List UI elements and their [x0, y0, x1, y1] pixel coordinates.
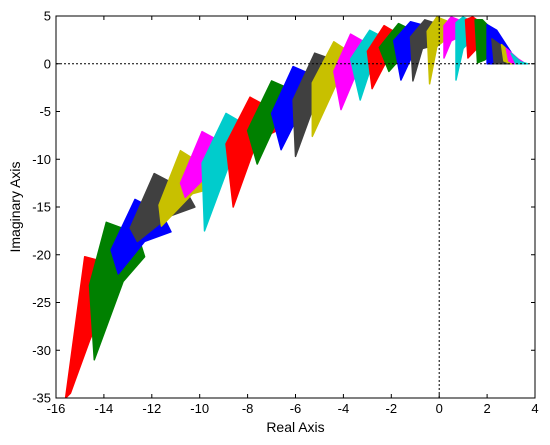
- x-tick-label: -6: [290, 401, 302, 416]
- y-tick-label: -25: [32, 295, 51, 310]
- x-tick-label: -4: [338, 401, 350, 416]
- series-layer: [64, 16, 529, 398]
- ticks-layer: -16 -14 -12 -10 -8 -6 -4 -2 0 2 450-5-10-15-20-25-…: [32, 9, 538, 417]
- y-axis-label: Imaginary Axis: [7, 161, 23, 252]
- y-tick-label: -5: [39, 104, 51, 119]
- y-tick-label: 0: [44, 56, 51, 71]
- y-tick-label: -30: [32, 343, 51, 358]
- y-tick-label: -35: [32, 391, 51, 406]
- x-tick-label: -2: [386, 401, 398, 416]
- x-tick-label: -10: [190, 401, 209, 416]
- x-tick-label: -12: [142, 401, 161, 416]
- root-locus-cluster-28: [510, 52, 529, 65]
- y-tick-label: -20: [32, 247, 51, 262]
- y-tick-label: -15: [32, 200, 51, 215]
- x-tick-label: -8: [242, 401, 254, 416]
- x-tick-label: -16: [47, 401, 66, 416]
- x-axis-label: Real Axis: [266, 419, 324, 435]
- x-tick-label: -14: [95, 401, 114, 416]
- x-tick-label: 4: [531, 401, 538, 416]
- x-tick-label: 2: [483, 401, 490, 416]
- x-tick-label: 0: [436, 401, 443, 416]
- y-tick-label: 5: [44, 9, 51, 24]
- y-tick-label: -10: [32, 152, 51, 167]
